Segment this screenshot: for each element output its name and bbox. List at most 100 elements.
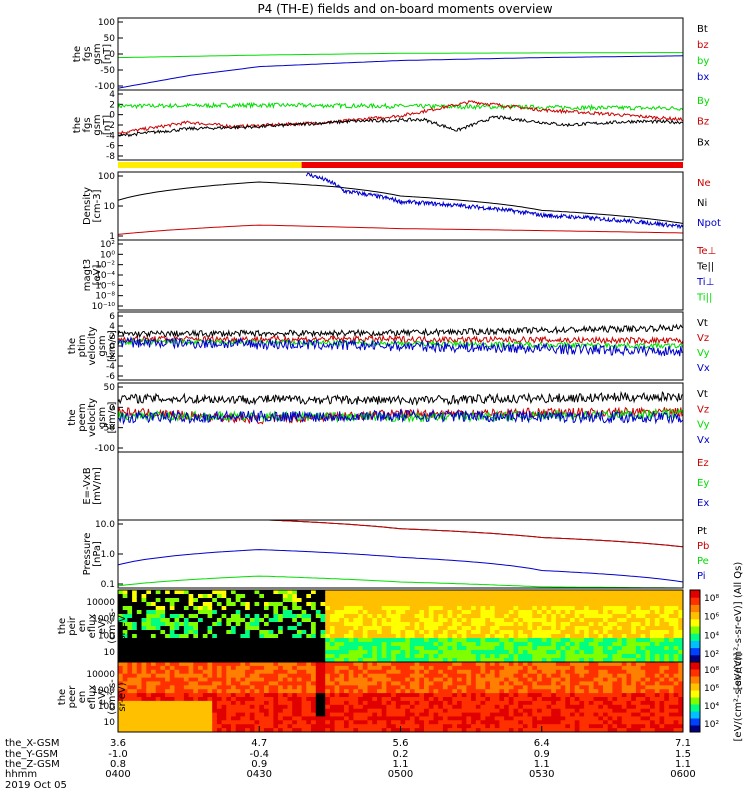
heatmap-cell [673, 689, 679, 694]
heatmap-cell [438, 630, 444, 635]
heatmap-cell [551, 618, 557, 623]
heatmap-cell [179, 662, 185, 667]
heatmap-cell [457, 618, 463, 623]
heatmap-cell [664, 685, 670, 690]
heatmap-cell [193, 638, 199, 643]
heatmap-cell [522, 689, 529, 694]
heatmap-cell [640, 618, 646, 623]
heatmap-cell [169, 646, 176, 651]
heatmap-cell [447, 728, 453, 732]
heatmap-cell [645, 630, 651, 635]
heatmap-cell [560, 716, 566, 721]
heatmap-cell [377, 626, 383, 631]
heatmap-cell [603, 590, 609, 595]
heatmap-cell [560, 618, 566, 623]
heatmap-cell [169, 665, 176, 671]
heatmap-cell [136, 677, 143, 683]
heatmap-cell [141, 650, 147, 655]
heatmap-cell [607, 681, 613, 686]
heatmap-cell [320, 720, 326, 725]
heatmap-cell [612, 700, 618, 706]
heatmap-cell [339, 622, 345, 627]
heatmap-cell [282, 716, 289, 721]
heatmap-cell [216, 630, 223, 635]
heatmap-cell [405, 720, 411, 725]
heatmap-cell [546, 610, 552, 615]
heatmap-cell [296, 658, 303, 662]
heatmap-cell [654, 720, 661, 725]
heatmap-cell [381, 646, 387, 651]
heatmap-cell [216, 590, 223, 595]
heatmap-cell [296, 724, 303, 729]
heatmap-cell [541, 689, 548, 694]
heatmap-cell [282, 704, 289, 710]
heatmap-cell [306, 712, 312, 718]
heatmap-cell [122, 642, 128, 647]
heatmap-cell [537, 712, 543, 718]
heatmap-cell [155, 654, 161, 659]
heatmap-cell [424, 614, 430, 619]
heatmap-cell [320, 716, 326, 721]
heatmap-cell [292, 602, 298, 607]
heatmap-cell [673, 654, 679, 659]
colorbar-tick-label: 10⁸ [704, 666, 719, 676]
heatmap-cell [631, 602, 637, 607]
heatmap-cell [546, 606, 552, 611]
heatmap-cell [438, 669, 444, 675]
heatmap-cell [377, 708, 383, 714]
heatmap-cell [160, 658, 166, 662]
heatmap-cell [546, 720, 552, 725]
heatmap-cell [471, 697, 477, 702]
heatmap-cell [386, 654, 392, 659]
heatmap-cell [132, 712, 138, 718]
heatmap-cell [405, 712, 411, 718]
colorbar-band [690, 597, 700, 605]
heatmap-cell [508, 669, 515, 675]
heatmap-cell [612, 681, 618, 686]
heatmap-cell [198, 618, 204, 623]
heatmap-cell [344, 634, 350, 639]
heatmap-cell [320, 677, 326, 683]
heatmap-cell [442, 704, 449, 710]
heatmap-cell [522, 638, 529, 643]
heatmap-cell [635, 708, 642, 714]
heatmap-cell [612, 626, 618, 631]
heatmap-cell [537, 728, 543, 732]
heatmap-cell [216, 665, 223, 671]
heatmap-cell [362, 712, 369, 718]
heatmap-cell [555, 724, 562, 729]
heatmap-cell [668, 720, 675, 725]
heatmap-cell [287, 673, 293, 679]
heatmap-cell [381, 662, 387, 667]
heatmap-cell [259, 728, 265, 732]
heatmap-cell [664, 590, 670, 595]
heatmap-cell [122, 728, 128, 732]
heatmap-cell [320, 681, 326, 686]
heatmap-cell [428, 673, 435, 679]
heatmap-cell [367, 689, 373, 694]
heatmap-cell [301, 598, 307, 603]
heatmap-cell [579, 646, 585, 651]
heatmap-cell [400, 618, 406, 623]
heatmap-cell [179, 677, 185, 683]
heatmap-cell [424, 650, 430, 655]
heatmap-cell [494, 697, 500, 702]
heatmap-cell [221, 693, 227, 698]
heatmap-cell [169, 598, 176, 603]
heatmap-cell [673, 724, 679, 729]
heatmap-cell [198, 669, 204, 675]
heatmap-cell [202, 700, 209, 706]
heatmap-cell [254, 700, 260, 706]
heatmap-cell [607, 650, 613, 655]
heatmap-cell [344, 606, 350, 611]
heatmap-cell [461, 590, 467, 595]
heatmap-cell [579, 590, 585, 595]
heatmap-cell [424, 685, 430, 690]
heatmap-cell [188, 606, 194, 611]
heatmap-cell [231, 724, 237, 729]
heatmap-cell [344, 724, 350, 729]
heatmap-cell [475, 728, 482, 732]
heatmap-cell [570, 614, 576, 619]
heatmap-cell [527, 697, 533, 702]
heatmap-cell [334, 716, 340, 721]
